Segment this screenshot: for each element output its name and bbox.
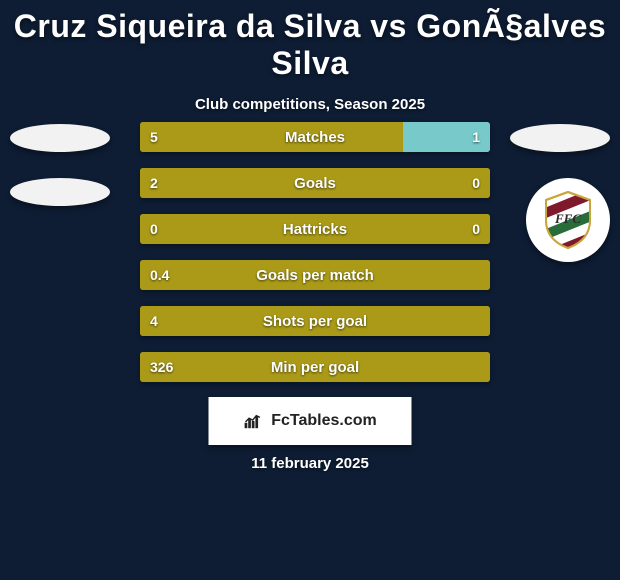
bar-label: Hattricks <box>140 214 490 244</box>
bar-row: 326Min per goal <box>140 352 490 382</box>
bar-row: 4Shots per goal <box>140 306 490 336</box>
brand-text: FcTables.com <box>271 412 377 430</box>
svg-text:FFC: FFC <box>554 211 581 226</box>
page-title: Cruz Siqueira da Silva vs GonÃ§alves Sil… <box>0 0 620 82</box>
club-shield-icon: FFC <box>542 190 594 250</box>
bar-row: 00Hattricks <box>140 214 490 244</box>
comparison-card: Cruz Siqueira da Silva vs GonÃ§alves Sil… <box>0 0 620 580</box>
bar-row: 51Matches <box>140 122 490 152</box>
brand-logo-icon <box>243 412 265 430</box>
player2-badge-placeholder <box>510 124 610 152</box>
bar-label: Min per goal <box>140 352 490 382</box>
date-text: 11 february 2025 <box>0 455 620 472</box>
bar-label: Shots per goal <box>140 306 490 336</box>
player2-club-badge: FFC <box>526 178 610 262</box>
bar-label: Matches <box>140 122 490 152</box>
player1-badge-placeholder-2 <box>10 178 110 206</box>
brand-badge: FcTables.com <box>209 397 412 445</box>
player1-badge-placeholder-1 <box>10 124 110 152</box>
page-subtitle: Club competitions, Season 2025 <box>0 96 620 113</box>
comparison-bars: 51Matches 20Goals 00Hattricks 0.4Goals per … <box>140 122 490 398</box>
bar-row: 0.4Goals per match <box>140 260 490 290</box>
bar-label: Goals <box>140 168 490 198</box>
bar-row: 20Goals <box>140 168 490 198</box>
bar-label: Goals per match <box>140 260 490 290</box>
